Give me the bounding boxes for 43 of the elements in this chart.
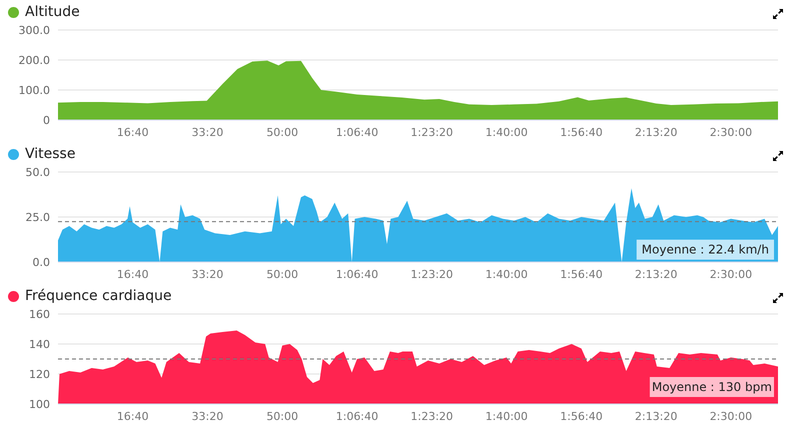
x-tick-label: 1:40:00	[485, 126, 528, 139]
x-tick-label: 1:06:40	[336, 268, 378, 281]
chart-title: Vitesse	[25, 146, 76, 162]
x-tick-label: 1:40:00	[485, 268, 528, 281]
x-tick-label: 33:20	[192, 268, 224, 281]
x-tick-label: 16:40	[116, 126, 149, 139]
x-tick-label: 1:06:40	[336, 410, 378, 423]
y-tick-label: 300.0	[18, 24, 50, 37]
x-tick-label: 2:30:00	[710, 126, 752, 139]
y-tick-label: 50.0	[26, 166, 50, 179]
x-tick-label: 33:20	[192, 126, 224, 139]
ref-line-label: Moyenne : 130 bpm	[652, 380, 772, 394]
x-tick-label: 1:56:40	[560, 268, 603, 281]
x-tick-label: 2:13:20	[634, 126, 678, 139]
x-tick-label: 1:23:20	[410, 268, 454, 281]
x-tick-label: 1:56:40	[560, 126, 603, 139]
y-tick-label: 140	[29, 338, 50, 351]
x-tick-label: 2:30:00	[710, 268, 752, 281]
x-tick-label: 1:56:40	[560, 410, 603, 423]
x-tick-label: 2:13:20	[634, 410, 678, 423]
chart-title: Fréquence cardiaque	[25, 288, 172, 304]
y-tick-label: 100	[29, 398, 50, 411]
y-tick-label: 25.0	[26, 210, 50, 224]
x-tick-label: 2:30:00	[710, 410, 752, 423]
x-tick-label: 50:00	[266, 126, 298, 139]
x-tick-label: 50:00	[266, 410, 298, 423]
y-tick-label: 200.0	[18, 54, 50, 67]
x-tick-label: 16:40	[116, 410, 149, 423]
x-tick-label: 16:40	[116, 268, 149, 281]
y-tick-label: 0	[43, 114, 50, 127]
x-tick-label: 50:00	[266, 268, 298, 281]
x-tick-label: 1:06:40	[336, 126, 378, 139]
y-tick-label: 0.0	[32, 256, 50, 269]
x-tick-label: 33:20	[192, 410, 224, 423]
y-tick-label: 120	[29, 368, 50, 381]
x-tick-label: 1:23:20	[410, 410, 454, 423]
x-tick-label: 1:23:20	[410, 126, 454, 139]
y-tick-label: 160	[29, 308, 50, 321]
x-tick-label: 1:40:00	[485, 410, 528, 423]
x-tick-label: 2:13:20	[634, 268, 678, 281]
ref-line-label: Moyenne : 22.4 km/h	[642, 242, 769, 257]
y-tick-label: 100.0	[18, 84, 50, 97]
chart-title: Altitude	[25, 4, 80, 20]
